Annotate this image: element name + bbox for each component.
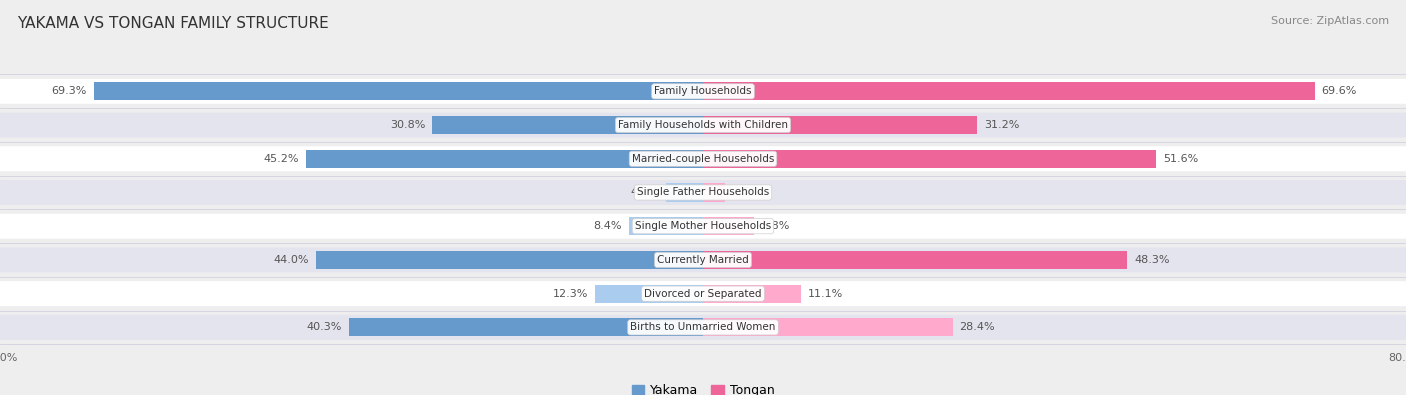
FancyBboxPatch shape bbox=[0, 180, 1406, 205]
Bar bbox=[703, 82, 1315, 100]
Bar bbox=[595, 284, 703, 303]
Legend: Yakama, Tongan: Yakama, Tongan bbox=[627, 379, 779, 395]
Text: Married-couple Households: Married-couple Households bbox=[631, 154, 775, 164]
Text: 69.6%: 69.6% bbox=[1322, 87, 1357, 96]
FancyBboxPatch shape bbox=[0, 315, 1406, 340]
Text: Single Father Households: Single Father Households bbox=[637, 188, 769, 198]
Bar bbox=[703, 183, 725, 201]
Text: 44.0%: 44.0% bbox=[274, 255, 309, 265]
Text: 48.3%: 48.3% bbox=[1135, 255, 1170, 265]
Text: Family Households with Children: Family Households with Children bbox=[619, 120, 787, 130]
Text: 28.4%: 28.4% bbox=[960, 322, 995, 332]
Text: 12.3%: 12.3% bbox=[553, 289, 588, 299]
FancyBboxPatch shape bbox=[0, 247, 1406, 273]
Text: Source: ZipAtlas.com: Source: ZipAtlas.com bbox=[1271, 16, 1389, 26]
Text: 51.6%: 51.6% bbox=[1164, 154, 1199, 164]
FancyBboxPatch shape bbox=[0, 146, 1406, 171]
FancyBboxPatch shape bbox=[0, 281, 1406, 306]
Text: 2.5%: 2.5% bbox=[733, 188, 761, 198]
Bar bbox=[703, 150, 1156, 168]
Text: 69.3%: 69.3% bbox=[52, 87, 87, 96]
Bar bbox=[703, 318, 953, 337]
Text: 31.2%: 31.2% bbox=[984, 120, 1019, 130]
Text: 30.8%: 30.8% bbox=[389, 120, 425, 130]
Text: 4.2%: 4.2% bbox=[630, 188, 659, 198]
Text: Family Households: Family Households bbox=[654, 87, 752, 96]
Bar bbox=[703, 217, 754, 235]
Text: 8.4%: 8.4% bbox=[593, 221, 621, 231]
Bar bbox=[703, 251, 1128, 269]
Text: 40.3%: 40.3% bbox=[307, 322, 342, 332]
Text: 45.2%: 45.2% bbox=[263, 154, 299, 164]
FancyBboxPatch shape bbox=[0, 214, 1406, 239]
FancyBboxPatch shape bbox=[0, 79, 1406, 104]
Text: YAKAMA VS TONGAN FAMILY STRUCTURE: YAKAMA VS TONGAN FAMILY STRUCTURE bbox=[17, 16, 329, 31]
Bar bbox=[94, 82, 703, 100]
Text: Divorced or Separated: Divorced or Separated bbox=[644, 289, 762, 299]
Bar bbox=[703, 116, 977, 134]
Bar bbox=[307, 150, 703, 168]
Bar bbox=[703, 284, 800, 303]
Bar bbox=[349, 318, 703, 337]
Bar bbox=[316, 251, 703, 269]
Text: 11.1%: 11.1% bbox=[807, 289, 842, 299]
Bar bbox=[666, 183, 703, 201]
FancyBboxPatch shape bbox=[0, 113, 1406, 137]
Text: Single Mother Households: Single Mother Households bbox=[636, 221, 770, 231]
Bar bbox=[433, 116, 703, 134]
Bar bbox=[630, 217, 703, 235]
Text: Currently Married: Currently Married bbox=[657, 255, 749, 265]
Text: Births to Unmarried Women: Births to Unmarried Women bbox=[630, 322, 776, 332]
Text: 5.8%: 5.8% bbox=[761, 221, 789, 231]
